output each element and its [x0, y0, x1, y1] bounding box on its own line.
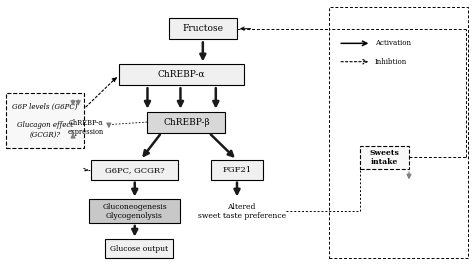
Text: Activation: Activation: [375, 39, 411, 47]
FancyBboxPatch shape: [169, 18, 237, 39]
Text: FGF21: FGF21: [222, 166, 252, 174]
FancyBboxPatch shape: [6, 93, 84, 148]
FancyBboxPatch shape: [89, 199, 181, 223]
Text: Altered
sweet taste preference: Altered sweet taste preference: [198, 202, 286, 220]
Text: G6P levels (G6PC)

Glucagon effect
(GCGR)?: G6P levels (G6PC) Glucagon effect (GCGR)…: [12, 103, 78, 139]
FancyBboxPatch shape: [147, 112, 225, 132]
FancyBboxPatch shape: [91, 160, 178, 180]
Text: Sweets
intake: Sweets intake: [369, 149, 399, 166]
Text: Glucose output: Glucose output: [110, 245, 168, 253]
Text: ChREBP-α
expression: ChREBP-α expression: [68, 119, 104, 136]
Text: ChREBP-α: ChREBP-α: [158, 70, 205, 79]
FancyBboxPatch shape: [119, 64, 244, 85]
Text: ChREBP-β: ChREBP-β: [163, 117, 210, 126]
FancyBboxPatch shape: [359, 145, 409, 169]
Text: Inhibtion: Inhibtion: [375, 58, 407, 66]
FancyBboxPatch shape: [105, 240, 173, 258]
Text: Gluconeogenesis
Glycogenolysis: Gluconeogenesis Glycogenolysis: [102, 202, 167, 220]
Text: G6PC, GCGR?: G6PC, GCGR?: [105, 166, 164, 174]
FancyBboxPatch shape: [211, 160, 263, 180]
Text: Fructose: Fructose: [182, 24, 223, 33]
